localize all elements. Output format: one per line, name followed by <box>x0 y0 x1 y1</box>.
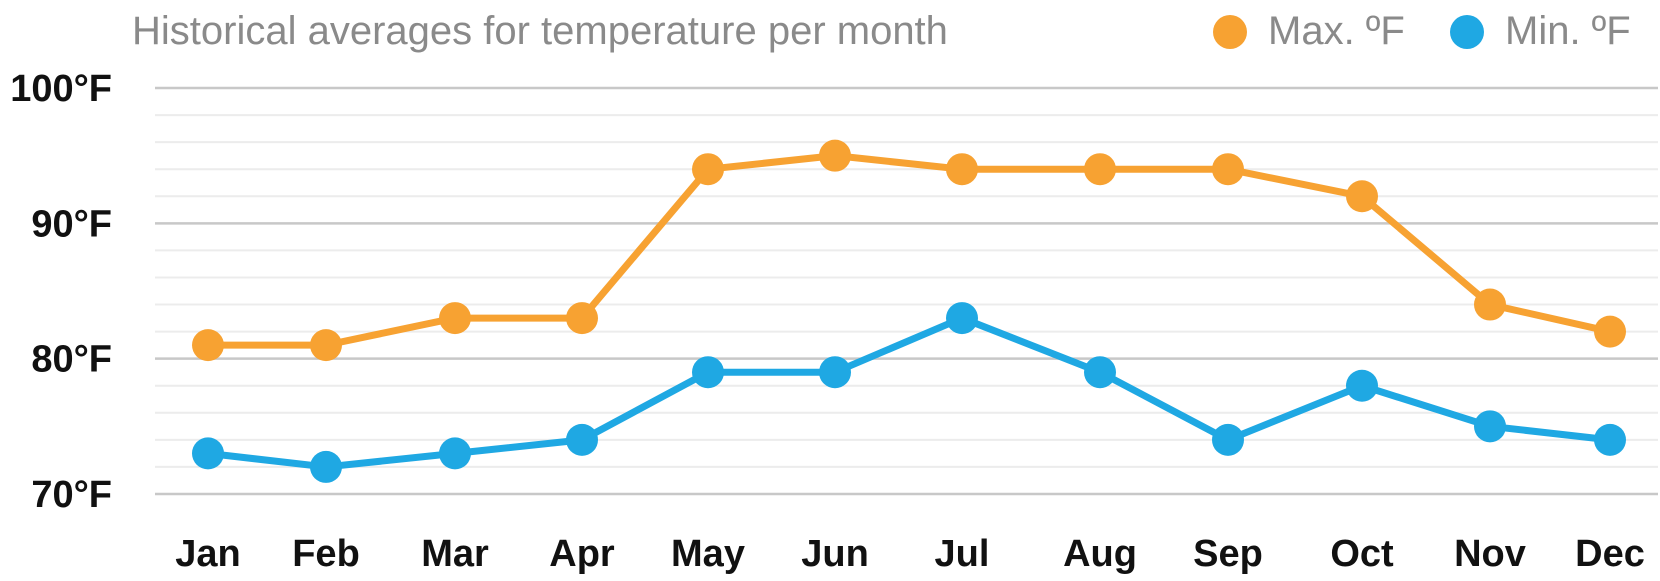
data-point-max <box>946 153 978 186</box>
y-tick-label: 80°F <box>31 339 112 381</box>
x-tick-label: May <box>671 533 745 575</box>
legend-item-max[interactable]: Max. ºF <box>1213 9 1405 53</box>
data-point-min <box>566 423 598 456</box>
grid <box>155 86 1658 496</box>
data-point-min <box>1212 423 1244 456</box>
series-line-min <box>204 314 1614 471</box>
data-point-min <box>692 356 724 389</box>
data-point-min <box>819 356 851 389</box>
data-point-min <box>1474 410 1506 443</box>
legend-label-min: Min. ºF <box>1505 9 1631 53</box>
x-tick-label: Jun <box>801 533 869 575</box>
data-point-max <box>566 302 598 335</box>
data-point-max <box>1212 153 1244 186</box>
x-tick-label: Feb <box>292 533 360 575</box>
y-tick-label: 90°F <box>31 203 112 245</box>
data-point-max <box>1474 288 1506 321</box>
data-point-max <box>692 153 724 186</box>
x-tick-label: Jul <box>935 533 990 575</box>
data-point-min <box>1346 369 1378 402</box>
data-point-min <box>192 437 224 470</box>
legend-swatch-max <box>1213 15 1247 49</box>
y-tick-label: 100°F <box>10 68 112 110</box>
x-axis: Jan Feb Mar Apr May Jun Jul Aug Sep Oct Nov Dec <box>175 533 1645 575</box>
x-tick-label: Mar <box>421 533 489 575</box>
y-tick-label: 70°F <box>31 474 112 516</box>
x-tick-label: Apr <box>549 533 615 575</box>
data-point-min <box>1594 423 1626 456</box>
data-point-min <box>439 437 471 470</box>
x-tick-label: Oct <box>1330 533 1394 575</box>
series-layer <box>192 139 1626 483</box>
data-point-min <box>1084 356 1116 389</box>
series-line-max <box>204 152 1614 349</box>
x-tick-label: Nov <box>1454 533 1526 575</box>
data-point-min <box>946 302 978 335</box>
legend-swatch-min <box>1450 15 1484 49</box>
legend-item-min[interactable]: Min. ºF <box>1450 9 1631 53</box>
data-point-max <box>1346 180 1378 213</box>
data-point-max <box>1594 315 1626 348</box>
data-point-max <box>819 139 851 172</box>
data-point-max <box>192 329 224 362</box>
chart-title: Historical averages for temperature per … <box>132 9 948 53</box>
y-axis: 70°F 80°F 90°F 100°F <box>10 68 112 516</box>
data-point-min <box>310 450 342 483</box>
legend: Max. ºF Min. ºF <box>1213 9 1631 53</box>
legend-label-max: Max. ºF <box>1268 9 1405 53</box>
data-point-max <box>310 329 342 362</box>
data-point-max <box>439 302 471 335</box>
x-tick-label: Aug <box>1063 533 1137 575</box>
x-tick-label: Sep <box>1193 533 1263 575</box>
x-tick-label: Jan <box>175 533 240 575</box>
data-point-max <box>1084 153 1116 186</box>
x-tick-label: Dec <box>1575 533 1645 575</box>
